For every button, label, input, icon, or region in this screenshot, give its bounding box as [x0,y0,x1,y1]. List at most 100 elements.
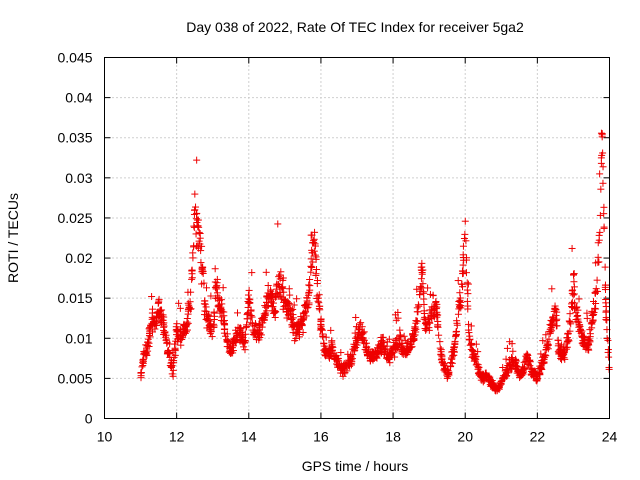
data-point [462,269,470,277]
data-point [599,179,607,187]
data-point [312,253,320,261]
data-point [170,353,178,361]
data-point [361,340,369,348]
data-point [311,228,319,236]
data-point [391,353,399,361]
data-point [468,347,476,355]
data-point [152,317,160,325]
data-point [199,269,207,277]
data-point [139,357,147,365]
data-point [314,297,322,305]
data-point [198,266,206,274]
data-point [595,258,603,266]
data-point [539,337,547,345]
data-point [272,308,280,316]
data-point [548,285,556,293]
data-point [178,335,186,343]
data-point [322,333,330,341]
data-point [275,271,283,279]
data-point [474,348,482,356]
data-point [574,306,582,314]
data-point [432,298,440,306]
x-tick-label: 14 [241,429,257,445]
data-point [468,341,476,349]
data-point [186,305,194,313]
data-point [353,341,361,349]
data-point [425,326,433,334]
data-point [193,156,201,164]
data-point [464,290,472,298]
data-point [417,275,425,283]
data-point [381,346,389,354]
data-point [588,324,596,332]
data-point [597,185,605,193]
data-point [512,362,520,370]
data-point [270,309,278,317]
data-point [295,330,303,338]
data-point [448,359,456,367]
y-tick-label: 0.02 [65,250,92,266]
data-point [258,323,266,331]
data-point [563,334,571,342]
data-point [311,251,319,259]
data-point [433,300,441,308]
data-point [418,284,426,292]
x-tick-label: 22 [530,429,546,445]
data-point [194,223,202,231]
data-point [266,286,274,294]
data-point [193,210,201,218]
data-point [601,281,609,289]
data-point [408,343,416,351]
y-tick-label: 0.045 [57,50,92,66]
data-point [463,286,471,294]
data-point [207,328,215,336]
axis-ticks: 10 12 14 16 18 20 22 24 0 0.005 0.01 0.015 0.02 0.025… [57,50,617,445]
data-point [472,353,480,361]
data-point [444,367,452,375]
data-point [424,284,432,292]
data-point [350,340,358,348]
data-point [407,343,415,351]
y-tick-label: 0.025 [57,210,92,226]
data-point [527,364,535,372]
data-point [192,203,200,211]
data-point [207,292,215,300]
data-point [286,291,294,299]
data-point [212,285,220,293]
data-point [339,372,347,380]
data-point [357,319,365,327]
data-point [213,275,221,283]
x-tick-label: 18 [385,429,401,445]
data-point [456,296,464,304]
data-point [337,349,345,357]
data-point [544,345,552,353]
data-point [542,331,550,339]
data-point [232,330,240,338]
y-tick-label: 0.03 [65,170,92,186]
data-point [289,311,297,319]
data-point [189,254,197,262]
data-point [466,336,474,344]
data-point [200,279,208,287]
data-point [411,331,419,339]
data-point [169,366,177,374]
data-point [457,304,465,312]
data-point [306,282,314,290]
data-point [145,343,153,351]
data-point [176,331,184,339]
data-point [143,352,151,360]
data-point [541,354,549,362]
data-point [479,378,487,386]
data-point [293,295,301,303]
y-tick-label: 0.035 [57,130,92,146]
data-point [560,349,568,357]
data-point [241,346,249,354]
data-point [307,268,315,276]
data-point [137,372,145,380]
data-point [197,247,205,255]
x-tick-label: 24 [602,429,618,445]
data-point [313,276,321,284]
data-point [465,329,473,337]
data-point [141,351,149,359]
data-point [463,254,471,262]
